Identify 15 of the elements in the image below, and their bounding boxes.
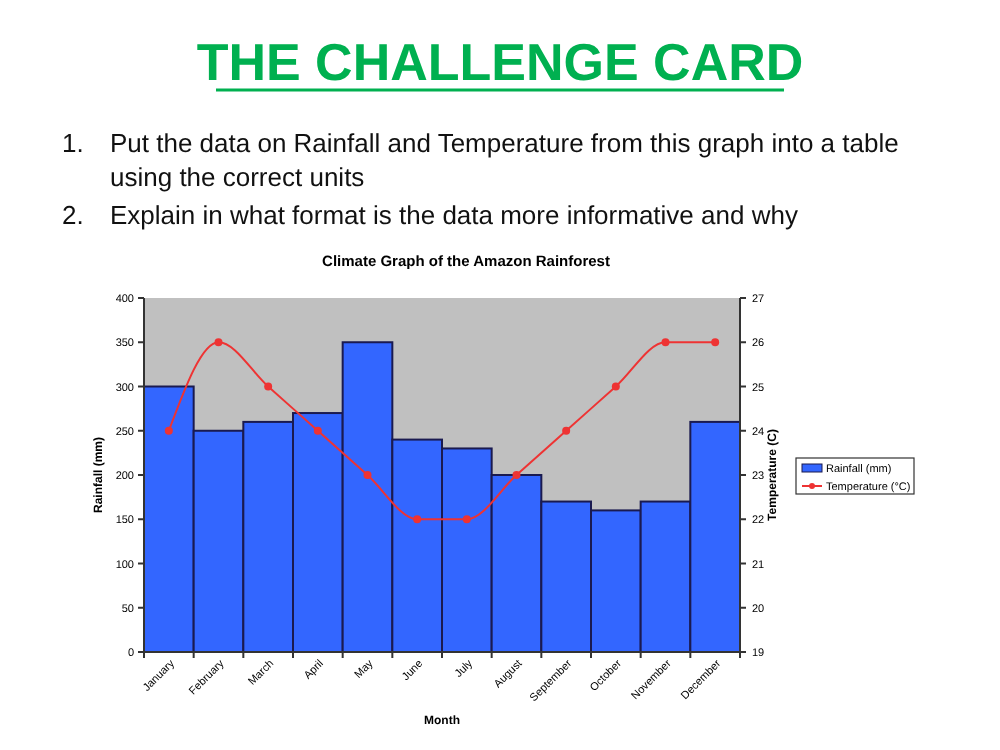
point [711,338,720,347]
text: 1. Put the data on Rainfall and Temperature from this graph into a table using the correct units [62,128,899,192]
point [363,471,372,479]
point [462,515,471,524]
point [562,426,571,435]
point [264,382,273,391]
text: 2. Explain in what format is the data more informative and why [62,200,799,230]
point [512,471,521,479]
point [611,382,620,391]
point [413,515,422,524]
point [164,426,173,435]
point [214,338,223,347]
text: THE CHALLENGE CARD [196,32,804,92]
point [661,338,670,347]
point [313,426,322,435]
